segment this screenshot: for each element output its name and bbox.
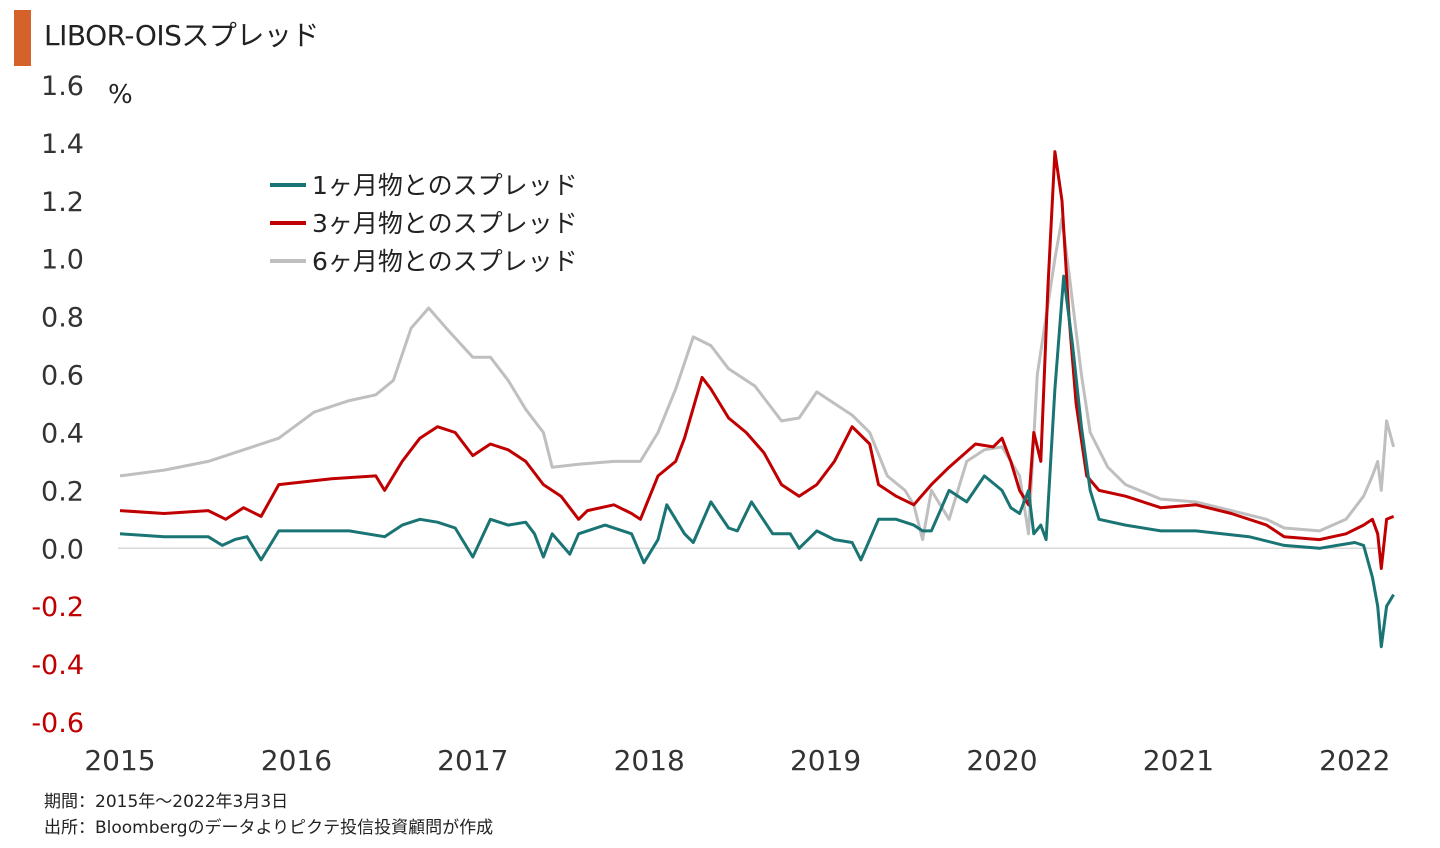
y-tick-label: 0.6: [41, 361, 84, 392]
y-tick-label: -0.4: [31, 650, 84, 681]
series-line-2: [119, 150, 1395, 570]
x-tick-label: 2021: [1143, 744, 1214, 777]
x-tick-label: 2018: [614, 744, 685, 777]
series-line-1: [119, 274, 1395, 649]
y-tick-label: 0.0: [41, 534, 84, 565]
x-tick-label: 2020: [966, 744, 1037, 777]
x-tick-label: 2022: [1319, 744, 1390, 777]
y-tick-label: 0.8: [41, 303, 84, 334]
y-axis-unit-label: %: [108, 80, 133, 110]
y-tick-label: 0.4: [41, 418, 84, 449]
legend-label: 6ヶ月物とのスプレッド: [312, 247, 578, 276]
y-tick-label: 1.6: [41, 71, 84, 102]
legend-label: 1ヶ月物とのスプレッド: [312, 171, 578, 200]
y-tick-label: 1.2: [41, 187, 84, 218]
x-tick-label: 2019: [790, 744, 861, 777]
y-axis-tick-labels: 1.6 1.4 1.2 1.0 0.8 0.6 0.4 0.2 0.0 -0.2 -0.4 -0.6: [31, 71, 84, 739]
x-tick-label: 2016: [261, 744, 332, 777]
y-tick-label: -0.2: [31, 592, 84, 623]
y-tick-label: 1.4: [41, 129, 84, 160]
period-note: 期間：2015年～2022年3月3日: [44, 792, 289, 812]
x-tick-label: 2017: [437, 744, 508, 777]
x-axis-tick-labels: 2015 2016 2017 2018 2019 2020 2021 2022: [84, 744, 1390, 777]
title-accent-bar: [14, 10, 31, 66]
series-lines: [119, 150, 1396, 649]
y-tick-label: 0.2: [41, 476, 84, 507]
y-tick-label: -0.6: [31, 708, 84, 739]
y-tick-label: 1.0: [41, 245, 84, 276]
series-line-3: [119, 216, 1396, 542]
source-note: 出所：Bloombergのデータよりピクテ投信投資顧問が作成: [44, 818, 494, 838]
legend: 1ヶ月物とのスプレッド 3ヶ月物とのスプレッド 6ヶ月物とのスプレッド: [270, 171, 578, 276]
x-tick-label: 2015: [84, 744, 155, 777]
legend-label: 3ヶ月物とのスプレッド: [312, 209, 578, 238]
chart-title: LIBOR-OISスプレッド: [44, 19, 319, 52]
